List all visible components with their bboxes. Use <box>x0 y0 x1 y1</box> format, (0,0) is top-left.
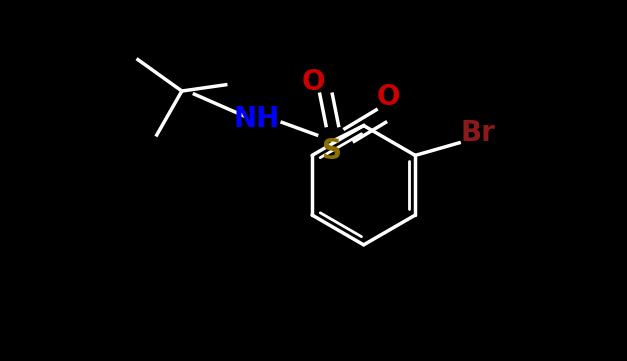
Text: Br: Br <box>460 119 495 147</box>
Text: O: O <box>377 83 401 111</box>
Text: NH: NH <box>234 105 280 133</box>
Text: S: S <box>322 137 342 165</box>
Text: O: O <box>302 68 325 96</box>
